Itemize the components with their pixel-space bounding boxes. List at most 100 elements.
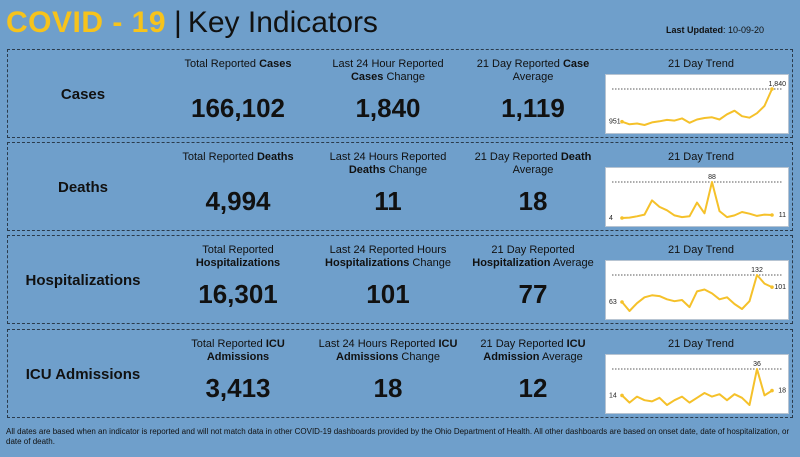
metric-caption-text: Last 24 Reported Hours xyxy=(329,244,447,256)
trend-series-line xyxy=(621,88,773,126)
metric-value: 4,994 xyxy=(205,186,271,216)
trend-end-label: 1,840 xyxy=(768,81,786,88)
trend-sparkline: 63 101 132 xyxy=(605,260,789,320)
metric-caption: Last 24 Reported Hours Hospitalizations … xyxy=(318,244,458,270)
indicator-row: Deaths Total Reported Deaths 4,994 Last 24 … xyxy=(7,142,793,231)
trend-peak-label: 132 xyxy=(751,267,763,274)
metric-caption-bold: Hospitalizations xyxy=(325,257,410,269)
metric-caption-bold: Case xyxy=(562,58,590,70)
trend-chart: 4 11 88 xyxy=(609,174,786,222)
last-updated: Last Updated: 10-09-20 xyxy=(666,25,764,35)
metric: Total Reported Deaths 4,994 xyxy=(168,151,308,229)
trend-point xyxy=(770,388,774,393)
metric-caption-bold: ICU Admissions xyxy=(336,338,458,363)
metric-caption-text: Total Reported xyxy=(182,151,257,163)
metric-value: 11 xyxy=(374,186,402,216)
metric-value: 1,840 xyxy=(355,93,421,123)
metric-caption: Total Reported Hospitalizations xyxy=(168,244,308,270)
metric-caption-suffix: Average xyxy=(512,71,554,83)
metric-value: 77 xyxy=(518,279,548,309)
trend-series-line xyxy=(621,368,773,406)
row-label: Deaths xyxy=(57,179,109,196)
metric-caption: Last 24 Hours Reported Deaths Change xyxy=(318,151,458,177)
metric-caption-suffix: Change xyxy=(409,257,451,269)
trend-title: 21 Day Trend xyxy=(667,151,735,163)
metric-caption: Total Reported Cases xyxy=(168,58,308,71)
metric-caption-text: Last 24 Hour Reported xyxy=(332,58,444,70)
metric-caption-bold: Cases xyxy=(259,58,292,70)
metric-caption-bold: Cases xyxy=(350,71,384,83)
trend-point xyxy=(620,300,624,304)
metric-caption-bold: Hospitalizations xyxy=(195,257,281,269)
trend-sparkline: 4 11 88 xyxy=(605,167,789,227)
metric-value: 12 xyxy=(518,373,548,403)
trend-series-line xyxy=(621,181,773,219)
metric-caption-text: 21 Day Reported xyxy=(480,338,567,350)
metric-caption-text: Total Reported xyxy=(191,338,266,350)
last-updated-value: : 10-09-20 xyxy=(722,25,764,35)
metric-caption-suffix: Average xyxy=(539,351,583,363)
metric: Total Reported Hospitalizations 16,301 xyxy=(168,244,308,322)
metric-caption: 21 Day Reported Hospitalization Average xyxy=(463,244,603,270)
metric: Total Reported ICU Admissions 3,413 xyxy=(168,338,308,416)
trend-start-label: 4 xyxy=(609,215,613,222)
metric-value: 166,102 xyxy=(191,93,285,123)
trend-peak-label: 36 xyxy=(753,361,761,368)
metric-caption-suffix: Change xyxy=(385,164,428,176)
metric: Last 24 Hour Reported Cases Change 1,840 xyxy=(318,58,458,136)
trend-sparkline: 951 1,840 xyxy=(605,74,789,134)
trend-chart: 63 101 132 xyxy=(609,267,786,312)
trend-title: 21 Day Trend xyxy=(667,338,735,350)
metric-caption-text: 21 Day Reported xyxy=(476,58,563,70)
metric-caption-text: Last 24 Hours Reported xyxy=(318,338,439,350)
metric-value: 101 xyxy=(366,279,410,309)
dashboard-header: COVID - 19 | Key Indicators xyxy=(6,6,378,42)
metric-caption-bold: Deaths xyxy=(256,151,294,163)
metric-caption-suffix: Average xyxy=(550,257,594,269)
metric: Last 24 Hours Reported ICU Admissions Ch… xyxy=(318,338,458,416)
metric-caption: Last 24 Hours Reported ICU Admissions Ch… xyxy=(318,338,458,364)
trend-point xyxy=(770,213,774,217)
trend-point xyxy=(620,119,624,124)
row-label: ICU Admissions xyxy=(25,366,141,383)
metric-caption-text: 21 Day Reported xyxy=(474,151,561,163)
trend-point xyxy=(770,285,774,289)
metric-caption-bold: Deaths xyxy=(348,164,386,176)
trend-chart: 14 18 36 xyxy=(609,361,786,406)
metric: Last 24 Reported Hours Hospitalizations … xyxy=(318,244,458,322)
title-separator: | xyxy=(174,6,182,39)
row-label: Cases xyxy=(60,86,106,103)
metric-caption-bold: Death xyxy=(560,151,592,163)
metric-value: 18 xyxy=(373,373,403,403)
last-updated-label: Last Updated xyxy=(665,25,723,35)
trend-title: 21 Day Trend xyxy=(667,244,735,256)
metric: Total Reported Cases 166,102 xyxy=(168,58,308,136)
title-covid: COVID - 19 xyxy=(6,6,167,39)
indicator-row: Hospitalizations Total Reported Hospitali… xyxy=(7,235,793,324)
trend-start-label: 951 xyxy=(609,119,621,126)
metric-caption-text: Total Reported xyxy=(184,58,260,70)
metric-value: 16,301 xyxy=(198,279,278,309)
title-key-indicators: Key Indicators xyxy=(187,6,378,39)
metric-caption: 21 Day Reported Case Average xyxy=(463,58,603,84)
trend-point xyxy=(620,393,624,398)
metric-caption-suffix: Change xyxy=(398,351,440,363)
metric-caption-suffix: Average xyxy=(512,164,554,176)
trend-title: 21 Day Trend xyxy=(667,58,735,70)
trend-start-label: 14 xyxy=(609,392,617,399)
metric-caption-text: 21 Day Reported xyxy=(491,244,575,256)
metric-caption-bold: ICU Admissions xyxy=(206,338,285,363)
metric-caption-bold: ICU Admission xyxy=(483,338,586,363)
metric: 21 Day Reported Death Average 18 xyxy=(463,151,603,229)
metric-value: 1,119 xyxy=(501,93,565,123)
trend-series-line xyxy=(621,274,773,312)
trend-start-label: 63 xyxy=(609,299,617,306)
trend-end-label: 11 xyxy=(779,212,786,219)
trend-point xyxy=(770,87,774,91)
metric: 21 Day Reported Case Average 1,119 xyxy=(463,58,603,136)
trend-peak-label: 88 xyxy=(708,174,716,181)
metric-value: 18 xyxy=(518,186,548,216)
metric: 21 Day Reported Hospitalization Average 7… xyxy=(463,244,603,322)
metric-caption: Total Reported Deaths xyxy=(168,151,308,164)
trend-chart: 951 1,840 xyxy=(609,81,786,126)
